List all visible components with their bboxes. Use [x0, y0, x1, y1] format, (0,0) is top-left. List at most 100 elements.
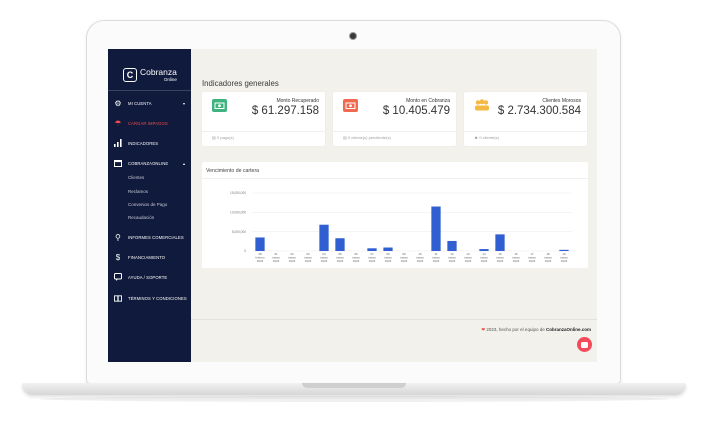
footer-credit: ❤ 2023, hecho por el equipo de CobranzaO…	[481, 327, 591, 333]
sidebar-item-financiamiento[interactable]: $ FINANCIAMIENTO	[108, 250, 191, 264]
gear-icon: ⚙	[114, 98, 122, 108]
card-footer-text: 0 pago(s)	[216, 135, 234, 140]
indicator-card-cobranza: Monto en Cobranza $ 10.405.479 ▤ 0 clien…	[333, 92, 456, 146]
sidebar-item-label: INDICADORES	[128, 140, 159, 146]
x-tick-label: marzo	[400, 256, 408, 260]
sidebar-item-cobranzaonline[interactable]: COBRANZAONLINE ▴	[108, 156, 191, 170]
sidebar-subitem-recaudacion[interactable]: Recaudación	[128, 215, 155, 220]
sidebar-item-label: FINANCIAMIENTO	[128, 254, 166, 260]
x-tick-label: 2023	[545, 259, 552, 263]
sidebar-subitem-clientes[interactable]: Clientes	[128, 175, 145, 180]
x-tick-label: febrero	[255, 256, 265, 260]
x-tick-label: 18	[546, 252, 550, 256]
bar	[559, 249, 569, 251]
sidebar-item-label: AYUDA / SOPORTE	[128, 274, 168, 280]
x-tick-label: 03	[306, 252, 310, 256]
x-tick-label: marzo	[512, 256, 520, 260]
x-tick-label: 2023	[273, 259, 280, 263]
x-tick-label: marzo	[320, 256, 328, 260]
chat-icon	[581, 341, 588, 348]
x-tick-label: 15	[498, 252, 502, 256]
x-tick-label: marzo	[288, 256, 296, 260]
x-tick-label: 2023	[513, 259, 520, 263]
app-screen: C Cobranza Online ⚙ MI CUENTA ▾ ☂ CARGAR…	[108, 49, 597, 362]
x-tick-label: marzo	[544, 256, 552, 260]
sidebar-item-indicadores[interactable]: INDICADORES	[108, 136, 191, 150]
x-tick-label: marzo	[448, 256, 456, 260]
sidebar-item-informes[interactable]: ⚲ INFORMES COMERCIALES	[108, 230, 191, 244]
chart-divider	[202, 178, 588, 179]
card-title: Monto Recuperado	[276, 98, 319, 104]
x-tick-label: 08	[386, 252, 390, 256]
sidebar-item-label: CARGAR IMPAGOS	[128, 120, 168, 126]
logo[interactable]: C Cobranza Online	[123, 65, 185, 85]
x-tick-label: 2023	[305, 259, 312, 263]
money-icon	[212, 99, 227, 112]
bar	[383, 247, 393, 251]
x-tick-label: 2023	[465, 259, 472, 263]
sidebar-divider	[108, 90, 191, 91]
x-tick-label: 2023	[497, 259, 504, 263]
bar-chart-icon	[114, 139, 122, 147]
card-value: $ 2.734.300.584	[497, 105, 581, 117]
footer-divider	[191, 319, 597, 320]
logo-name: Cobranza	[140, 67, 177, 77]
x-tick-label: 2023	[433, 259, 440, 263]
chart-card: Vencimiento de cartera 15,000,000 10,000,…	[202, 162, 588, 268]
x-tick-label: 28	[258, 252, 262, 256]
card-footer: ▤ 0 cliente(s) pendiente(s)	[343, 135, 391, 140]
users-icon	[474, 99, 489, 112]
sidebar-item-ayuda[interactable]: AYUDA / SOPORTE	[108, 270, 191, 284]
x-tick-label: 04	[322, 252, 326, 256]
chevron-up-icon: ▴	[183, 160, 186, 166]
y-tick-label: 10,000,000	[230, 211, 246, 215]
sidebar-item-mi-cuenta[interactable]: ⚙ MI CUENTA ▾	[108, 96, 191, 110]
x-tick-label: marzo	[384, 256, 392, 260]
card-divider	[202, 131, 325, 132]
x-tick-label: marzo	[368, 256, 376, 260]
x-tick-label: 2023	[417, 259, 424, 263]
card-divider	[333, 131, 456, 132]
folder-icon	[114, 159, 122, 167]
x-tick-label: 12	[450, 252, 454, 256]
bar	[431, 206, 441, 251]
chat-button[interactable]	[577, 337, 592, 352]
book-icon	[114, 294, 122, 302]
x-tick-label: 09	[402, 252, 406, 256]
x-tick-label: 14	[482, 252, 486, 256]
bar	[495, 234, 505, 251]
page-title: Indicadores generales	[202, 79, 279, 88]
search-icon: ⚲	[115, 232, 121, 242]
sidebar-item-cargar-impagos[interactable]: ☂ CARGAR IMPAGOS	[108, 116, 191, 130]
x-tick-label: marzo	[432, 256, 440, 260]
y-tick-label: 0	[244, 249, 246, 253]
card-footer-text: 0 cliente(s)	[479, 135, 499, 140]
sidebar-item-label: TÉRMINOS Y CONDICIONES	[128, 295, 187, 301]
x-tick-label: 2023	[353, 259, 360, 263]
sidebar-item-label: INFORMES COMERCIALES	[128, 234, 184, 240]
x-tick-label: 06	[354, 252, 358, 256]
x-tick-label: 02	[290, 252, 294, 256]
x-tick-label: 2023	[369, 259, 376, 263]
x-tick-label: 19	[562, 252, 566, 256]
chart-title: Vencimiento de cartera	[206, 168, 260, 174]
footer-brand-link[interactable]: CobranzaOnline.com	[545, 327, 591, 332]
laptop-base	[22, 383, 686, 395]
card-value: $ 10.405.479	[382, 105, 450, 117]
x-tick-label: 2023	[401, 259, 408, 263]
upload-icon: ☂	[114, 118, 122, 128]
dollar-icon: $	[115, 252, 121, 262]
x-tick-label: 01	[274, 252, 278, 256]
sidebar-subitem-reclamos[interactable]: Reclamos	[128, 189, 149, 194]
logo-text: Cobranza Online	[140, 68, 177, 82]
x-tick-label: 2023	[321, 259, 328, 263]
sidebar-item-terminos[interactable]: TÉRMINOS Y CONDICIONES	[108, 291, 191, 305]
x-tick-label: 2023	[481, 259, 488, 263]
x-tick-label: 17	[530, 252, 534, 256]
x-tick-label: marzo	[336, 256, 344, 260]
x-tick-label: 2023	[561, 259, 568, 263]
sidebar-subitem-convenios[interactable]: Convenios de Pago	[128, 202, 168, 207]
x-tick-label: marzo	[528, 256, 536, 260]
sidebar-item-label: MI CUENTA	[128, 100, 152, 106]
